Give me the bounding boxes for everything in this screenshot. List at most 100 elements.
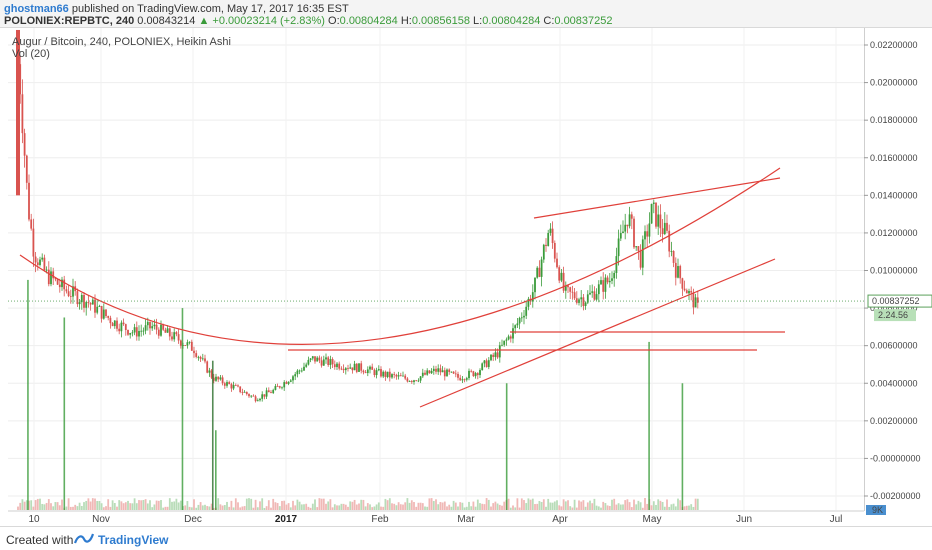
volume-bar xyxy=(560,506,563,510)
low-value: 0.00804284 xyxy=(482,15,541,27)
chart-header: ghostman66 published on TradingView.com,… xyxy=(0,0,932,28)
volume-bar xyxy=(525,503,528,510)
volume-bar xyxy=(639,502,642,510)
volume-bar xyxy=(254,499,257,510)
volume-bar xyxy=(470,506,473,510)
candle-body xyxy=(501,344,503,346)
volume-bar xyxy=(377,502,380,510)
candle-body xyxy=(43,257,46,271)
change-value: +0.00023214 (+2.83%) xyxy=(212,15,325,27)
volume-bar xyxy=(461,502,464,510)
volume-bar xyxy=(679,500,682,510)
volume-bar xyxy=(604,503,607,510)
volume-bar xyxy=(404,502,407,510)
candle-body xyxy=(531,292,534,302)
volume-bar xyxy=(635,504,638,510)
volume-bar xyxy=(410,500,413,510)
candle-body xyxy=(155,324,158,330)
volume-bar xyxy=(608,505,611,510)
volume-bar xyxy=(140,500,143,510)
volume-bar xyxy=(494,501,497,510)
volume-bar xyxy=(672,503,675,510)
volume-bar xyxy=(558,505,561,510)
candle-body xyxy=(582,297,585,307)
volume-bar xyxy=(536,503,539,510)
candle-body xyxy=(162,324,165,330)
candle-body xyxy=(512,328,514,339)
author-link[interactable]: ghostman66 xyxy=(4,3,69,15)
volume-bar xyxy=(657,499,660,510)
candle-body xyxy=(690,290,693,293)
candle-body xyxy=(476,373,479,376)
candle-body xyxy=(459,377,462,381)
volume-bar xyxy=(417,502,420,510)
volume-bar xyxy=(124,502,127,510)
candle-body xyxy=(120,322,123,332)
volume-bar xyxy=(556,500,558,510)
candle-body xyxy=(630,214,633,219)
volume-bar xyxy=(168,498,171,510)
candle-body xyxy=(417,380,420,382)
candle-body xyxy=(298,370,301,372)
symbol-label: POLONIEX:REPBTC, 240 xyxy=(4,15,135,27)
candle-body xyxy=(107,316,110,318)
candle-body xyxy=(206,361,209,373)
candle-body xyxy=(267,390,270,393)
candle-body xyxy=(221,377,224,384)
tradingview-brand[interactable]: TradingView xyxy=(98,533,169,547)
candle-body xyxy=(435,368,437,372)
volume-value-label: 2.24.56 xyxy=(878,310,908,320)
candle-body xyxy=(54,278,57,280)
volume-bar xyxy=(593,498,596,510)
candle-body xyxy=(674,262,677,278)
candle-body xyxy=(56,279,59,285)
candle-body xyxy=(32,228,35,257)
candle-body xyxy=(551,228,554,243)
chart-title: Augur / Bitcoin, 240, POLONIEX, Heikin A… xyxy=(12,36,231,48)
candle-body xyxy=(399,375,402,377)
candle-body xyxy=(239,386,242,393)
candle-body xyxy=(281,387,283,389)
volume-bar xyxy=(50,503,52,510)
candle-body xyxy=(503,340,506,345)
publish-text: published on TradingView.com, May 17, 20… xyxy=(71,3,349,15)
candle-body xyxy=(670,251,673,252)
volume-bar xyxy=(518,507,521,510)
volume-bar xyxy=(507,498,510,510)
y-tick-label: 0.01800000 xyxy=(870,115,918,125)
candle-body xyxy=(560,272,563,281)
x-tick-label: Jun xyxy=(736,514,752,525)
volume-bar xyxy=(490,506,492,510)
price-chart[interactable]: 0.02200000 0.02000000 0.01800000 0.01600000… xyxy=(0,0,932,526)
volume-bar xyxy=(395,505,398,510)
candle-body xyxy=(648,223,651,237)
volume-bar xyxy=(336,505,338,510)
volume-bar xyxy=(641,507,644,510)
volume-bar xyxy=(228,506,231,510)
candle-body xyxy=(340,368,343,370)
candle-body xyxy=(63,279,66,290)
volume-bar xyxy=(23,501,26,510)
volume-bar xyxy=(78,502,81,510)
volume-bar xyxy=(397,502,400,510)
volume-bar xyxy=(333,504,336,510)
candle-body xyxy=(516,323,519,326)
candle-body xyxy=(393,374,396,375)
volume-bar xyxy=(578,500,580,510)
plot-area[interactable] xyxy=(8,28,865,511)
candles xyxy=(17,52,699,403)
candle-body xyxy=(353,363,356,371)
tradingview-logo-icon xyxy=(74,533,94,544)
volume-bar xyxy=(292,500,294,510)
candle-body xyxy=(413,380,415,382)
candle-body xyxy=(479,370,481,376)
volume-bar xyxy=(580,501,583,510)
candle-body xyxy=(113,320,116,327)
candle-body xyxy=(91,299,94,305)
candle-body xyxy=(410,381,413,382)
candle-body xyxy=(25,155,28,183)
candle-body xyxy=(261,394,264,399)
candle-body xyxy=(646,231,649,237)
y-tick-label: 0.01600000 xyxy=(870,153,918,163)
candle-body xyxy=(391,374,393,378)
